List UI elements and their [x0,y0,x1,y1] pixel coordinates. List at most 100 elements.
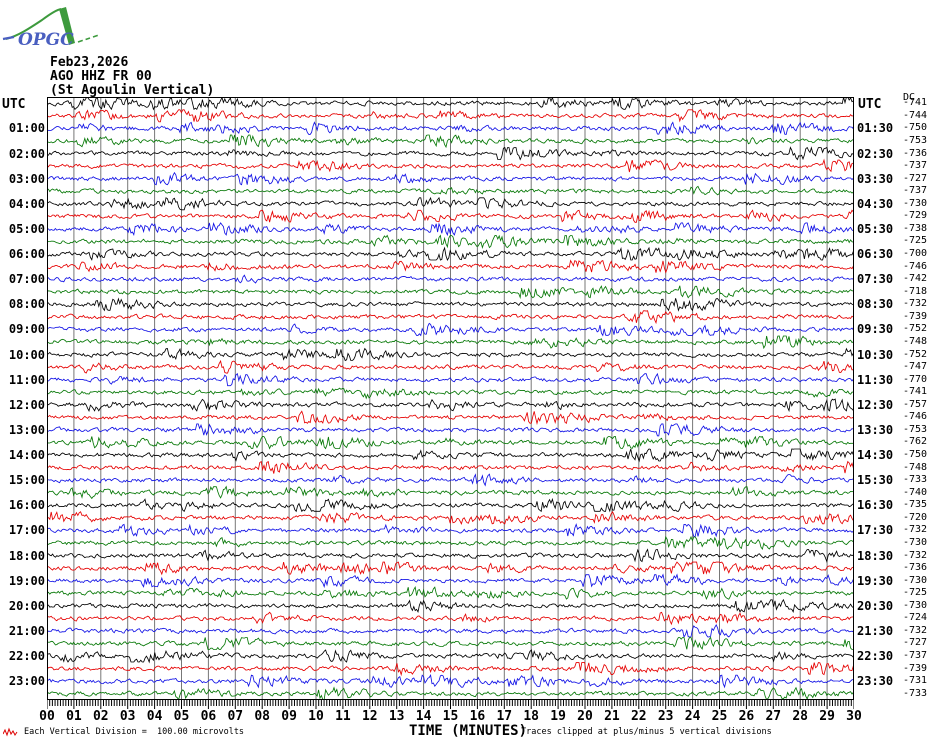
dc-value: -739 [903,310,928,322]
dc-value: -732 [903,624,928,636]
minute-label: 18 [523,709,540,724]
dc-value: -730 [903,574,928,586]
seismic-trace [47,185,854,196]
seismic-trace [47,347,854,362]
seismic-trace [47,274,854,284]
minute-label: 22 [630,709,647,724]
seismic-trace [47,448,854,463]
seismic-trace [47,335,854,350]
right-time-label: 05:30 [857,221,894,236]
minute-label: 10 [308,709,324,724]
left-time-label: 08:00 [8,297,45,312]
left-time-label: 04:00 [8,196,45,211]
dc-value: -750 [903,449,928,461]
dc-value: -752 [903,348,928,360]
time-axis-title: TIME (MINUTES) [409,723,528,739]
minute-label: 20 [577,709,593,724]
seismic-trace [47,674,854,689]
seismic-trace [47,97,854,111]
minute-label: 27 [765,709,782,724]
dc-value: -742 [903,273,928,285]
left-time-label: 19:00 [8,573,45,588]
dc-value: -720 [903,511,928,523]
dc-value: -732 [903,549,928,561]
dc-value: -737 [903,650,928,662]
dc-value: -731 [903,675,928,687]
seismic-trace [47,686,854,700]
left-time-label: 02:00 [8,146,45,161]
seismic-trace [47,485,854,500]
minute-label: 07 [227,709,244,724]
seismic-trace [47,109,854,123]
seismic-trace [47,158,854,173]
left-time-label: 05:00 [8,221,45,236]
opgc-logo: OPGC [2,7,100,50]
minute-label: 19 [550,709,566,724]
minute-label: 13 [388,709,405,724]
left-time-label: 20:00 [8,598,45,613]
seismic-trace [47,662,854,677]
left-time-label: 03:00 [8,171,45,186]
seismic-trace [47,196,854,211]
header-station: AGO HHZ FR 00 [50,69,152,84]
dc-value: -724 [903,612,928,624]
seismic-trace [47,586,854,601]
right-time-label: 08:30 [857,297,894,312]
utc-right-label: UTC [858,97,882,112]
dc-value: -725 [903,587,928,599]
seismic-trace [47,387,854,400]
seismic-trace [47,134,854,149]
dc-column-label: DC [903,92,916,103]
minute-label: 26 [738,709,755,724]
left-time-label: 07:00 [8,272,45,287]
right-time-label: 18:30 [857,548,894,563]
minute-label: 04 [146,709,163,724]
dc-value: -748 [903,461,928,473]
dc-value: -732 [903,298,928,310]
minute-label: 06 [200,709,217,724]
left-time-label: 23:00 [8,674,45,689]
dc-value: -746 [903,260,928,272]
seismic-trace [47,372,854,387]
seismic-trace [47,209,854,223]
seismic-trace [47,171,854,186]
seismic-trace [47,423,854,437]
seismic-trace [47,285,854,300]
dc-value: -747 [903,361,928,373]
minute-label: 03 [119,709,136,724]
dc-value: -738 [903,222,928,234]
seismic-trace [47,460,854,474]
seismic-trace [47,636,854,650]
dc-value: -740 [903,486,928,498]
seismic-trace [47,535,854,550]
dc-value: -737 [903,160,928,172]
minute-label: 29 [819,709,835,724]
dc-value: -732 [903,524,928,536]
left-time-label: 09:00 [8,322,45,337]
dc-value: -700 [903,248,928,260]
minute-label: 08 [254,709,271,724]
right-time-label: 20:30 [857,598,894,613]
right-time-label: 16:30 [857,498,894,513]
seismic-trace [47,598,854,613]
right-time-label: 13:30 [857,422,894,437]
dc-value: -762 [903,436,928,448]
minute-label: 16 [469,709,486,724]
seismic-trace [47,398,854,413]
seismic-trace [47,435,854,450]
seismic-trace [47,259,854,274]
seismic-trace [47,548,854,564]
dc-value: -729 [903,210,928,222]
right-time-label: 10:30 [857,347,894,362]
seismic-trace [47,473,854,487]
minute-label: 09 [281,709,297,724]
dc-value: -736 [903,562,928,574]
logo-dash-right [77,34,100,43]
dc-value: -757 [903,398,928,410]
left-time-label: 15:00 [8,473,45,488]
time-axis-ruler [47,700,854,709]
right-time-label: 02:30 [857,146,894,161]
left-time-label: 18:00 [8,548,45,563]
right-time-label: 19:30 [857,573,894,588]
header-location: (St Agoulin Vertical) [50,83,215,98]
